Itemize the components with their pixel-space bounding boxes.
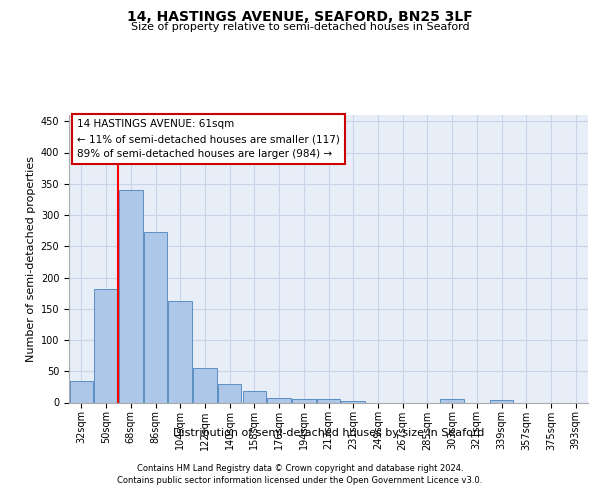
Text: Contains HM Land Registry data © Crown copyright and database right 2024.: Contains HM Land Registry data © Crown c…: [137, 464, 463, 473]
Bar: [341, 401, 365, 402]
Text: Distribution of semi-detached houses by size in Seaford: Distribution of semi-detached houses by …: [173, 428, 484, 438]
Bar: [169, 300, 192, 402]
Text: Contains public sector information licensed under the Open Government Licence v3: Contains public sector information licen…: [118, 476, 482, 485]
Bar: [119, 190, 143, 402]
Text: Size of property relative to semi-detached houses in Seaford: Size of property relative to semi-detach…: [131, 22, 469, 32]
Bar: [193, 368, 217, 402]
Y-axis label: Number of semi-detached properties: Number of semi-detached properties: [26, 156, 37, 362]
Text: 14, HASTINGS AVENUE, SEAFORD, BN25 3LF: 14, HASTINGS AVENUE, SEAFORD, BN25 3LF: [127, 10, 473, 24]
Bar: [292, 399, 316, 402]
Bar: [268, 398, 291, 402]
Bar: [144, 232, 167, 402]
Bar: [70, 380, 93, 402]
Bar: [242, 391, 266, 402]
Text: 14 HASTINGS AVENUE: 61sqm
← 11% of semi-detached houses are smaller (117)
89% of: 14 HASTINGS AVENUE: 61sqm ← 11% of semi-…: [77, 120, 340, 159]
Bar: [218, 384, 241, 402]
Bar: [490, 400, 513, 402]
Bar: [440, 400, 464, 402]
Bar: [317, 399, 340, 402]
Bar: [94, 289, 118, 403]
